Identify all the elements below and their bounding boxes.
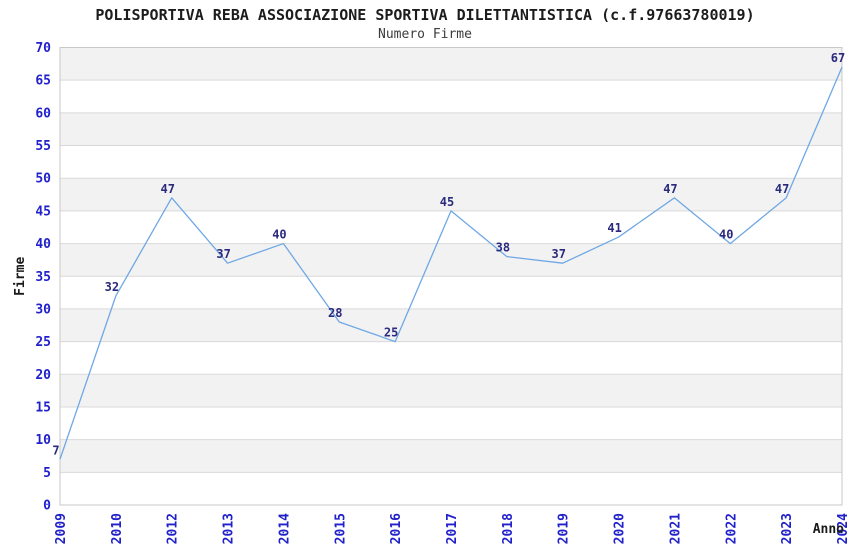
y-tick-label: 35 xyxy=(35,270,51,285)
point-label: 7 xyxy=(52,443,59,457)
y-tick-label: 50 xyxy=(35,172,51,187)
plot-band xyxy=(60,47,842,81)
y-tick-label: 55 xyxy=(35,139,51,154)
plot-band xyxy=(60,374,842,407)
y-tick-label: 30 xyxy=(35,302,51,317)
plot-band xyxy=(60,178,842,211)
point-label: 47 xyxy=(775,182,789,196)
y-tick-label: 5 xyxy=(43,466,51,481)
x-tick-label: 2014 xyxy=(277,513,292,544)
point-label: 45 xyxy=(440,195,454,209)
x-tick-label: 2015 xyxy=(333,513,348,544)
y-tick-label: 25 xyxy=(35,335,51,350)
point-label: 40 xyxy=(719,228,733,242)
chart-title: POLISPORTIVA REBA ASSOCIAZIONE SPORTIVA … xyxy=(95,6,755,24)
point-label: 37 xyxy=(551,247,565,261)
y-tick-label: 10 xyxy=(35,433,51,448)
point-label: 25 xyxy=(384,326,398,340)
point-label: 38 xyxy=(496,241,510,255)
y-tick-label: 60 xyxy=(35,106,51,121)
x-tick-label: 2020 xyxy=(613,513,628,544)
x-tick-label: 2021 xyxy=(668,513,683,544)
point-label: 37 xyxy=(216,247,230,261)
x-tick-label: 2023 xyxy=(780,513,795,544)
x-tick-label: 2009 xyxy=(54,513,69,544)
chart-subtitle: Numero Firme xyxy=(378,27,472,42)
x-tick-label: 2024 xyxy=(836,513,850,544)
x-tick-label: 2019 xyxy=(557,513,572,544)
point-label: 32 xyxy=(105,280,119,294)
x-axis-title: Anno xyxy=(813,522,844,537)
plot-band xyxy=(60,243,842,277)
x-tick-label: 2012 xyxy=(166,513,181,544)
y-tick-label: 0 xyxy=(43,499,51,514)
x-tick-label: 2016 xyxy=(389,513,404,544)
x-tick-label: 2010 xyxy=(110,513,125,544)
x-tick-label: 2022 xyxy=(724,513,739,544)
y-tick-label: 45 xyxy=(35,204,51,219)
point-label: 47 xyxy=(663,182,677,196)
plot-border xyxy=(59,47,843,506)
plot-band xyxy=(60,112,842,146)
data-line xyxy=(59,66,843,460)
y-tick-label: 20 xyxy=(35,368,51,383)
y-axis-title: Firme xyxy=(13,257,28,296)
point-label: 41 xyxy=(607,221,621,235)
y-tick-label: 70 xyxy=(35,41,51,56)
point-label: 28 xyxy=(328,306,342,320)
x-tick-label: 2017 xyxy=(445,513,460,544)
y-tick-label: 65 xyxy=(35,74,51,89)
point-label: 40 xyxy=(272,228,286,242)
y-tick-label: 15 xyxy=(35,400,51,415)
x-tick-label: 2018 xyxy=(501,513,516,544)
point-label: 47 xyxy=(160,182,174,196)
x-tick-label: 2013 xyxy=(222,513,237,544)
y-tick-label: 40 xyxy=(35,237,51,252)
plot-band xyxy=(60,439,842,473)
plot-band xyxy=(60,308,842,342)
point-label: 67 xyxy=(831,51,845,65)
